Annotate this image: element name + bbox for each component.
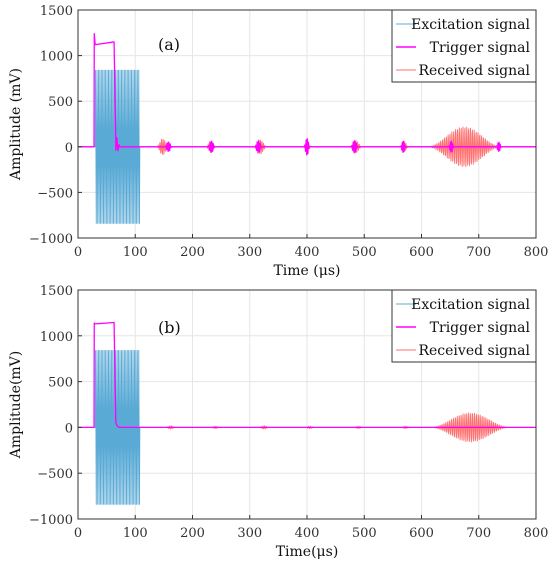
panel-label: (a) — [158, 35, 180, 54]
x-tick-label: 400 — [295, 245, 320, 260]
y-tick-label: 0 — [65, 421, 73, 436]
y-tick-label: 1500 — [40, 4, 73, 19]
series-group — [78, 33, 536, 224]
series-group — [78, 321, 536, 505]
legend-entry: Received signal — [418, 63, 530, 79]
x-tick-label: 100 — [123, 526, 148, 541]
y-tick-label: 0 — [65, 141, 73, 156]
chart-panel-b: 0 100 200 300 400 500 600 700 800 −1000 −500 0 500 10… — [8, 284, 548, 560]
x-tick-label: 0 — [74, 245, 82, 260]
x-tick-label: 600 — [409, 526, 434, 541]
y-tick-label: 500 — [48, 376, 73, 391]
y-axis-label: Amplitude (mV) — [8, 68, 24, 181]
x-tick-label: 0 — [74, 526, 82, 541]
legend: Excitation signal Trigger signal Received … — [391, 9, 537, 83]
x-tick-label: 600 — [409, 245, 434, 260]
x-tick-label: 300 — [237, 526, 262, 541]
legend-entry: Excitation signal — [411, 297, 530, 313]
y-tick-label: −1000 — [29, 513, 73, 528]
x-tick-label: 500 — [352, 245, 377, 260]
series-line-trigger — [78, 321, 536, 429]
y-tick-label: −500 — [37, 186, 73, 201]
x-tick-label: 300 — [237, 245, 262, 260]
y-tick-label: 1000 — [40, 50, 73, 65]
chart-panel-a: 0 100 200 300 400 500 600 700 800 −1000 −500 0 500 10… — [8, 4, 548, 279]
legend: Excitation signal Trigger signal Received … — [391, 289, 537, 363]
panel-label: (b) — [158, 318, 181, 337]
x-tick-label: 100 — [123, 245, 148, 260]
y-tick-label: 1500 — [40, 284, 73, 299]
x-tick-label: 200 — [180, 245, 205, 260]
x-axis-label: Time(μs) — [276, 544, 339, 560]
y-tick-label: −1000 — [29, 232, 73, 247]
x-tick-label: 800 — [524, 245, 549, 260]
x-tick-label: 800 — [524, 526, 549, 541]
y-tick-label: 1000 — [40, 330, 73, 345]
x-tick-label: 700 — [466, 245, 491, 260]
legend-entry: Trigger signal — [430, 40, 531, 56]
legend-entry: Received signal — [418, 343, 530, 359]
legend-entry: Excitation signal — [411, 17, 530, 33]
y-tick-label: −500 — [37, 467, 73, 482]
x-tick-label: 400 — [295, 526, 320, 541]
y-axis-label: Amplitude(mV) — [8, 351, 24, 460]
legend-box — [391, 9, 537, 83]
x-axis-label: Time (μs) — [273, 263, 340, 279]
series-line-trigger — [78, 33, 536, 156]
legend-entry: Trigger signal — [430, 320, 531, 336]
x-tick-label: 700 — [466, 526, 491, 541]
x-tick-label: 500 — [352, 526, 377, 541]
x-tick-label: 200 — [180, 526, 205, 541]
y-tick-label: 500 — [48, 95, 73, 110]
